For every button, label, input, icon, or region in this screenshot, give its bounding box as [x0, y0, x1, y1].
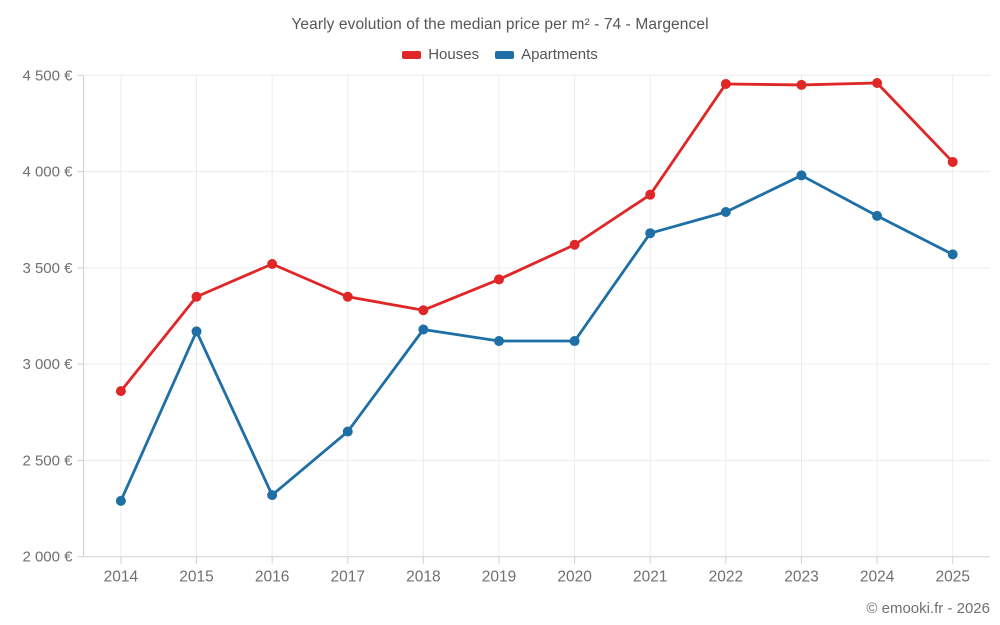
apartments-point-2015[interactable] [191, 326, 202, 337]
x-tick-label: 2019 [482, 569, 516, 586]
x-tick-label: 2016 [255, 569, 289, 586]
apartments-point-2023[interactable] [796, 170, 807, 181]
apartments-point-2014[interactable] [115, 495, 126, 506]
apartments-line [119, 174, 955, 503]
apartments-point-2017[interactable] [342, 426, 353, 437]
houses-point-2016[interactable] [267, 259, 278, 270]
x-tick-label: 2024 [860, 569, 895, 586]
x-tick-label: 2020 [557, 569, 592, 586]
y-tick-label: 3 000 € [22, 356, 73, 373]
x-tick-label: 2021 [633, 569, 667, 586]
houses-line [119, 81, 955, 393]
x-tick-label: 2022 [709, 569, 743, 586]
apartments-point-2025[interactable] [947, 249, 958, 260]
apartments-point-2019[interactable] [493, 336, 504, 347]
y-tick-label: 2 500 € [22, 452, 73, 469]
x-tick-label: 2023 [784, 569, 818, 586]
y-tick-label: 4 000 € [22, 164, 73, 181]
chart-legend: Houses Apartments [0, 46, 1000, 63]
apartments-point-2018[interactable] [418, 324, 429, 335]
houses-point-2015[interactable] [191, 291, 202, 302]
houses-point-2023[interactable] [796, 79, 807, 90]
apartments-point-2024[interactable] [872, 210, 883, 221]
apartments-point-2022[interactable] [720, 207, 731, 218]
x-tick-label: 2014 [104, 569, 139, 586]
chart-title: Yearly evolution of the median price per… [291, 16, 709, 33]
x-tick-label: 2015 [179, 569, 213, 586]
apartments-point-2021[interactable] [645, 228, 656, 239]
y-tick-label: 4 500 € [22, 67, 73, 84]
houses-point-2018[interactable] [418, 305, 429, 316]
houses-point-2020[interactable] [569, 239, 580, 250]
houses-series-swatch-icon [402, 50, 422, 59]
y-tick-label: 2 000 € [22, 549, 73, 566]
x-tick-label: 2017 [331, 569, 365, 586]
x-tick-label: 2018 [406, 569, 440, 586]
apartments-point-2016[interactable] [267, 490, 278, 501]
houses-point-2024[interactable] [872, 78, 883, 89]
houses-point-2017[interactable] [342, 291, 353, 302]
copyright-credit: © emooki.fr - 2026 [866, 600, 990, 617]
houses-point-2022[interactable] [720, 78, 731, 89]
houses-point-2019[interactable] [493, 274, 504, 285]
x-tick-label: 2025 [935, 569, 969, 586]
legend-item-houses[interactable]: Houses [402, 46, 479, 63]
apartments-point-2020[interactable] [569, 336, 580, 347]
legend-label-apartments: Apartments [521, 46, 598, 63]
houses-point-2025[interactable] [947, 156, 958, 167]
houses-point-2014[interactable] [115, 386, 126, 397]
legend-label-houses: Houses [428, 46, 480, 63]
y-tick-label: 3 500 € [22, 260, 73, 277]
apartments-series-swatch-icon [495, 50, 515, 59]
legend-item-apartments[interactable]: Apartments [495, 46, 598, 63]
houses-point-2021[interactable] [645, 189, 656, 200]
